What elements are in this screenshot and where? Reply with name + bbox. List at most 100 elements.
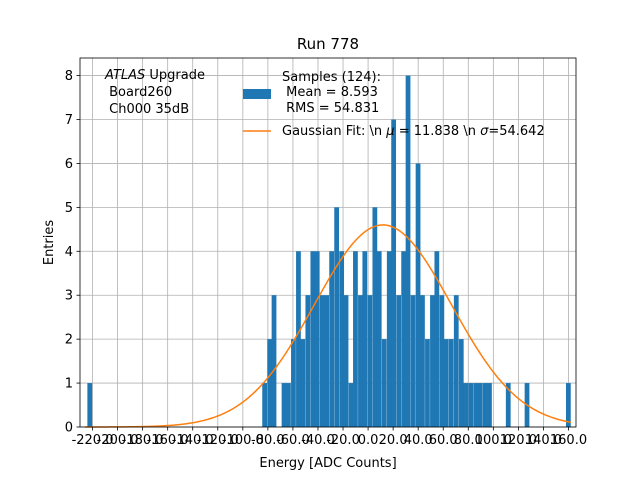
- x-tick-label: -60.0: [276, 433, 310, 448]
- histogram-bar: [381, 339, 387, 427]
- histogram-bar: [477, 383, 483, 427]
- x-tick-label: -80.0: [251, 433, 285, 448]
- x-tick-label: 40.0: [404, 433, 433, 448]
- legend-fit-mu: μ: [385, 124, 394, 139]
- chart-title: Run 778: [297, 35, 359, 53]
- plot-frame: [79, 57, 577, 428]
- x-tick-label: -40.0: [301, 433, 335, 448]
- histogram-bar: [296, 251, 301, 427]
- histogram-bar: [425, 339, 430, 427]
- histogram-bar: [376, 251, 382, 427]
- histogram-bar: [430, 295, 435, 427]
- x-tick-label: 100.0: [475, 433, 512, 448]
- x-tick-label: 20.0: [379, 433, 408, 448]
- histogram-bar: [396, 295, 402, 427]
- histogram-bar: [281, 383, 287, 427]
- legend-samples-swatch: [243, 89, 271, 99]
- x-tick-label: 120.0: [500, 433, 537, 448]
- y-tick-label: 6: [65, 157, 73, 172]
- histogram-bar: [391, 119, 397, 427]
- x-tick-label: 140.0: [525, 433, 562, 448]
- y-axis-ticks: 0 1 2 3 4 5 6 7 8: [65, 69, 80, 436]
- histogram-bar: [401, 251, 407, 427]
- histogram-bar: [372, 207, 378, 427]
- histogram-bar: [458, 339, 464, 427]
- y-tick-label: 7: [65, 113, 73, 128]
- legend-mean: Mean = 8.593: [282, 85, 378, 100]
- x-tick-label: 60.0: [429, 433, 458, 448]
- annotation-line-1: ATLAS Upgrade: [104, 68, 205, 83]
- x-tick-label: -160.0: [147, 433, 189, 448]
- x-tick-label: -180.0: [122, 433, 164, 448]
- histogram-bar: [443, 339, 449, 427]
- histogram-bar: [300, 339, 306, 427]
- y-tick-label: 3: [65, 289, 73, 304]
- histogram-bar: [505, 383, 511, 427]
- x-tick-label: -120.0: [197, 433, 239, 448]
- histogram-bar: [267, 339, 273, 427]
- legend-fit-label: Gaussian Fit: \n μ = 11.838 \n σ=54.642: [282, 124, 545, 139]
- gaussian-fit-curve: [85, 224, 572, 428]
- x-axis-ticks: -220.0-200.0-180.0-160.0-140.0-120.0-100…: [72, 427, 587, 448]
- histogram-bar: [463, 383, 469, 427]
- histogram-bar: [262, 383, 268, 427]
- histogram-bar: [367, 295, 373, 427]
- histogram-bar: [473, 383, 479, 427]
- histogram-bar: [468, 383, 474, 427]
- x-tick-label: -140.0: [172, 433, 214, 448]
- histogram-bar: [386, 251, 392, 427]
- histogram-bar: [358, 295, 363, 427]
- y-tick-label: 4: [65, 245, 73, 260]
- histogram-bar: [305, 295, 311, 427]
- histogram-bar: [434, 251, 440, 427]
- y-tick-label: 8: [65, 69, 73, 84]
- annotation-upgrade: Upgrade: [145, 68, 205, 83]
- legend-fit-mid: = 11.838 \n: [395, 124, 481, 139]
- y-tick-label: 5: [65, 201, 73, 216]
- x-tick-label: 80.0: [454, 433, 483, 448]
- histogram-bar: [286, 383, 291, 427]
- y-tick-label: 0: [65, 421, 73, 436]
- y-axis-label: Entries: [42, 220, 57, 266]
- histogram-bar: [334, 207, 340, 427]
- histogram-bar: [343, 295, 349, 427]
- histogram-bar: [314, 251, 320, 427]
- histogram-bar: [362, 251, 368, 427]
- histogram-bar: [87, 383, 93, 427]
- x-tick-label: -220.0: [72, 433, 114, 448]
- y-tick-label: 2: [65, 333, 73, 348]
- histogram-bar: [348, 383, 354, 427]
- atlas-annotation: ATLAS Upgrade Board260 Ch000 35dB: [104, 68, 205, 117]
- histogram-bar: [448, 339, 454, 427]
- histogram-bar: [453, 295, 459, 427]
- histogram-bar: [329, 251, 335, 427]
- annotation-line-3: Ch000 35dB: [105, 102, 189, 117]
- legend-fit-suffix: =54.642: [488, 124, 544, 139]
- histogram-bar: [271, 295, 277, 427]
- histogram-bar: [439, 295, 445, 427]
- legend: Samples (124): Mean = 8.593 RMS = 54.831…: [243, 70, 545, 139]
- x-tick-label: 0.0: [358, 433, 379, 448]
- legend-samples-title: Samples (124):: [282, 70, 381, 85]
- histogram-bar: [405, 75, 411, 428]
- histogram-bar: [324, 295, 330, 427]
- histogram-bar: [339, 251, 345, 427]
- x-tick-label: 160.0: [550, 433, 587, 448]
- histogram-bar: [565, 383, 571, 427]
- x-axis-label: Energy [ADC Counts]: [259, 456, 396, 471]
- annotation-atlas: ATLAS: [104, 68, 145, 83]
- legend-fit-prefix: Gaussian Fit: \n: [282, 124, 386, 139]
- histogram-bar: [410, 295, 416, 427]
- legend-rms: RMS = 54.831: [282, 101, 379, 116]
- histogram-bar: [415, 163, 421, 427]
- annotation-line-2: Board260: [105, 85, 172, 100]
- histogram-bar: [353, 251, 358, 427]
- histogram-bar: [420, 295, 425, 427]
- legend-fit-sigma: σ: [480, 124, 489, 139]
- x-tick-label: -20.0: [326, 433, 360, 448]
- y-tick-label: 1: [65, 377, 73, 392]
- histogram-bar: [319, 295, 325, 427]
- histogram-bar: [310, 251, 316, 427]
- x-tick-label: -100.0: [222, 433, 264, 448]
